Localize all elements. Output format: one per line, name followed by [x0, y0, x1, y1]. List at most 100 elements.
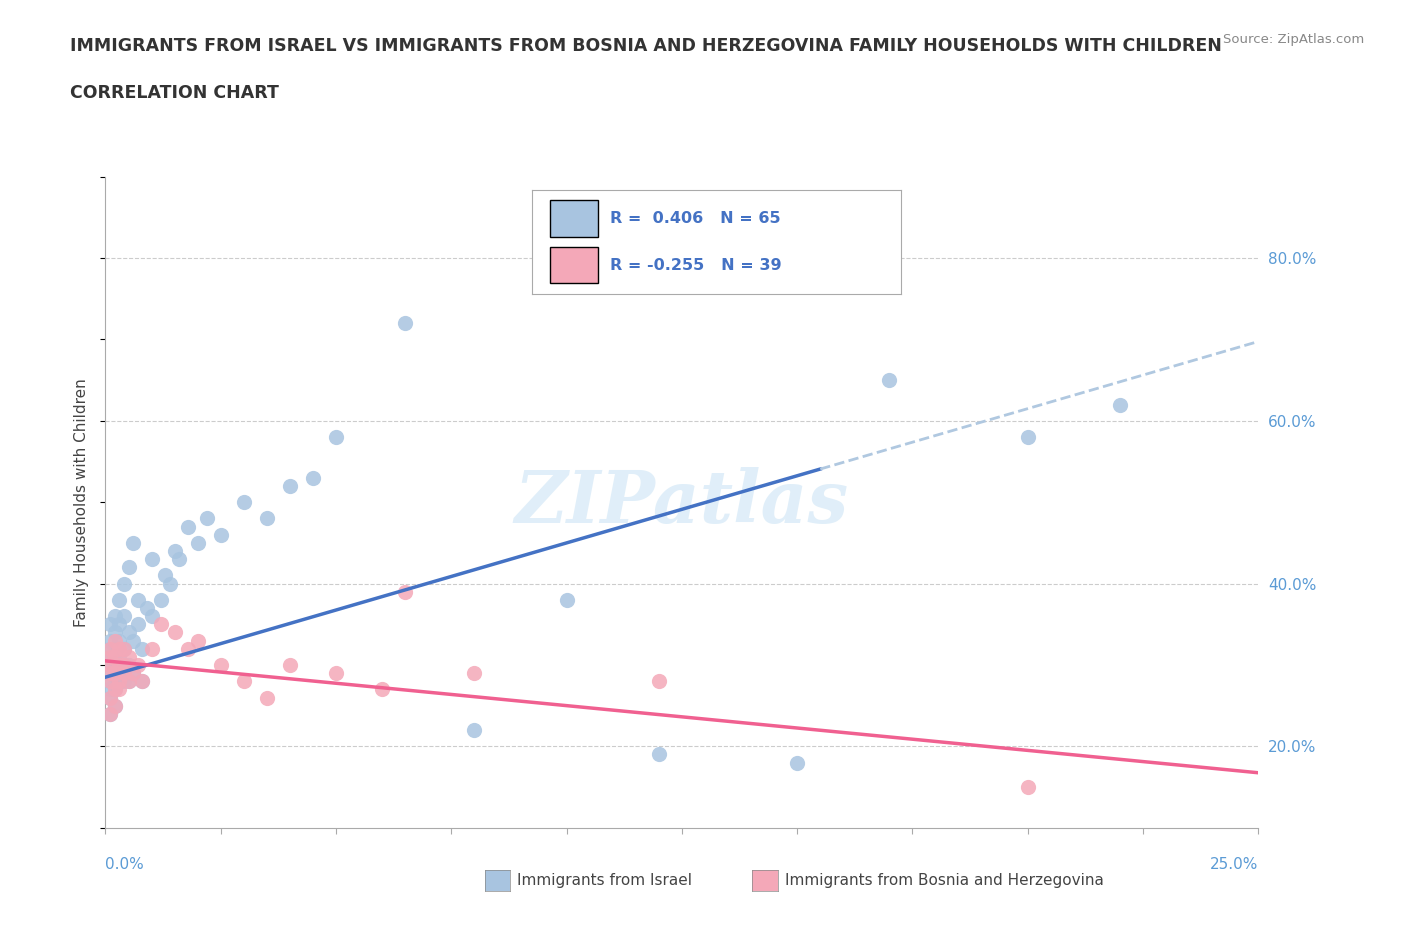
Point: [325, 430, 347, 445]
Point: [141, 609, 163, 624]
Text: IMMIGRANTS FROM ISRAEL VS IMMIGRANTS FROM BOSNIA AND HERZEGOVINA FAMILY HOUSEHOL: IMMIGRANTS FROM ISRAEL VS IMMIGRANTS FRO…: [70, 37, 1222, 55]
Point: [104, 682, 127, 697]
Point: [98, 633, 121, 648]
Point: [98, 690, 121, 705]
Point: [104, 633, 127, 648]
Point: [98, 642, 121, 657]
Point: [117, 560, 139, 575]
Point: [209, 658, 232, 672]
Point: [155, 568, 177, 583]
Point: [112, 673, 135, 688]
Text: Immigrants from Israel: Immigrants from Israel: [517, 873, 692, 888]
Point: [98, 666, 121, 681]
Point: [98, 682, 121, 697]
Point: [104, 682, 127, 697]
Point: [127, 592, 149, 607]
Text: Source: ZipAtlas.com: Source: ZipAtlas.com: [1223, 33, 1364, 46]
Text: Immigrants from Bosnia and Herzegovina: Immigrants from Bosnia and Herzegovina: [785, 873, 1104, 888]
Point: [232, 495, 254, 510]
Point: [98, 642, 121, 657]
Point: [117, 658, 139, 672]
Point: [98, 658, 121, 672]
Point: [112, 658, 135, 672]
Point: [163, 543, 186, 558]
Point: [163, 625, 186, 640]
Point: [325, 666, 347, 681]
Point: [159, 577, 181, 591]
Point: [108, 666, 131, 681]
Point: [278, 658, 301, 672]
Point: [117, 673, 139, 688]
Point: [127, 617, 149, 631]
Point: [117, 625, 139, 640]
Point: [141, 551, 163, 566]
Point: [1017, 779, 1039, 794]
Point: [122, 666, 145, 681]
Point: [122, 666, 145, 681]
Point: [112, 577, 135, 591]
Point: [108, 617, 131, 631]
Point: [104, 698, 127, 713]
Text: 0.0%: 0.0%: [105, 857, 145, 872]
Point: [177, 519, 200, 534]
Point: [98, 649, 121, 664]
Point: [195, 512, 218, 526]
Point: [209, 527, 232, 542]
Point: [555, 592, 578, 607]
Point: [187, 536, 209, 551]
Point: [122, 633, 145, 648]
Point: [131, 673, 153, 688]
Point: [131, 642, 153, 657]
Point: [112, 658, 135, 672]
Point: [98, 666, 121, 681]
Point: [187, 633, 209, 648]
Point: [108, 642, 131, 657]
Point: [394, 316, 416, 331]
Point: [463, 723, 485, 737]
Point: [648, 673, 671, 688]
Point: [879, 373, 901, 388]
Point: [256, 690, 278, 705]
Point: [112, 642, 135, 657]
Point: [117, 649, 139, 664]
Point: [786, 755, 808, 770]
Point: [112, 642, 135, 657]
Point: [463, 666, 485, 681]
Point: [98, 649, 121, 664]
Point: [648, 747, 671, 762]
Point: [117, 673, 139, 688]
Point: [112, 666, 135, 681]
Point: [302, 471, 325, 485]
Point: [232, 673, 254, 688]
Point: [127, 658, 149, 672]
Point: [108, 649, 131, 664]
Point: [177, 642, 200, 657]
Point: [1109, 397, 1132, 412]
Point: [394, 584, 416, 599]
Point: [98, 707, 121, 722]
Point: [98, 617, 121, 631]
Point: [108, 658, 131, 672]
Point: [278, 479, 301, 494]
Point: [104, 658, 127, 672]
Point: [104, 673, 127, 688]
Text: 25.0%: 25.0%: [1211, 857, 1258, 872]
Point: [167, 551, 190, 566]
Point: [108, 673, 131, 688]
Text: CORRELATION CHART: CORRELATION CHART: [70, 84, 280, 101]
Text: ZIPatlas: ZIPatlas: [515, 467, 849, 538]
Point: [108, 682, 131, 697]
Point: [371, 682, 394, 697]
Point: [149, 617, 172, 631]
Point: [136, 601, 159, 616]
Point: [98, 673, 121, 688]
Point: [104, 642, 127, 657]
Point: [108, 633, 131, 648]
Point: [122, 536, 145, 551]
Y-axis label: Family Households with Children: Family Households with Children: [75, 378, 90, 627]
Point: [104, 649, 127, 664]
Point: [98, 690, 121, 705]
Point: [108, 592, 131, 607]
Point: [104, 609, 127, 624]
Point: [98, 673, 121, 688]
